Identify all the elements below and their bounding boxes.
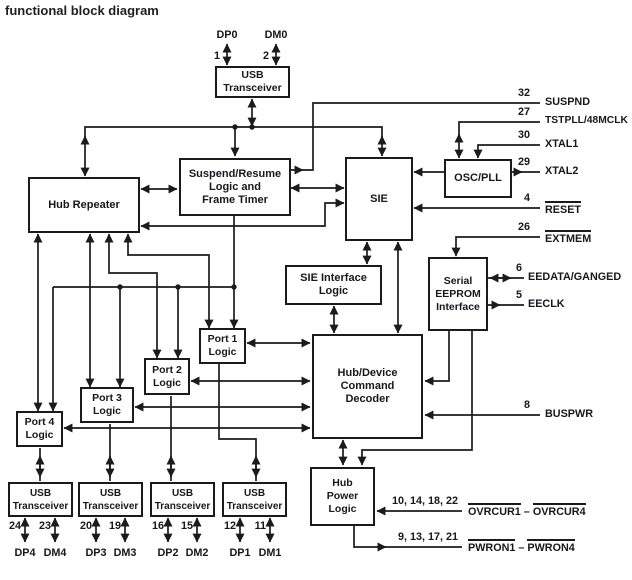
signal-label-buspwr: BUSPWR <box>545 408 593 420</box>
wire-extmem <box>451 236 540 257</box>
signal-label-xtal2: XTAL2 <box>545 165 579 177</box>
pin-number-buspwr: 8 <box>523 399 530 411</box>
pin-number-dp0: 1 <box>213 50 220 62</box>
pin-number-dm1: 11 <box>254 520 266 532</box>
pin-number-dm0: 2 <box>262 50 269 62</box>
pin-number-dp2: 16 <box>151 520 164 532</box>
block-hub-device-command-decoder: Hub/Device Command Decoder <box>312 334 423 439</box>
pin-number-dm3: 19 <box>108 520 121 532</box>
pin-number-suspnd: 32 <box>517 87 530 99</box>
signal-label-reset: RESET <box>545 201 581 216</box>
block-port3-logic: Port 3 Logic <box>80 387 134 423</box>
block-suspend-resume: Suspend/Resume Logic and Frame Timer <box>179 158 291 216</box>
block-osc-pll: OSC/PLL <box>444 159 512 198</box>
wire-eeprom-commanddecoder <box>424 331 450 386</box>
block-port4-logic: Port 4 Logic <box>16 411 63 447</box>
signal-label-eeclk: EECLK <box>528 298 565 310</box>
wire-eeprom-hubpower <box>357 331 473 466</box>
pin-number-eeclk: 5 <box>515 289 522 301</box>
junction-dots <box>117 124 255 290</box>
block-hub-repeater: Hub Repeater <box>28 177 140 233</box>
wire-hubrepeater-port1 <box>123 233 214 329</box>
signal-label-dm2: DM2 <box>185 547 209 559</box>
pin-numbers-ovrcur: 10, 14, 18, 22 <box>391 495 458 507</box>
signal-label-extmem: EXTMEM <box>545 230 592 245</box>
block-usb-transceiver-upstream: USB Transceiver <box>215 66 290 98</box>
pin-number-reset: 4 <box>523 192 530 204</box>
signal-label-dp3: DP3 <box>85 547 107 559</box>
block-hub-power-logic: Hub Power Logic <box>310 467 375 526</box>
signal-label-dp0: DP0 <box>216 29 238 41</box>
wire-tstpll <box>454 121 540 159</box>
pin-number-dp4: 24 <box>8 520 21 532</box>
pin-number-eedata: 6 <box>515 262 522 274</box>
block-port1-logic: Port 1 Logic <box>199 328 246 364</box>
signal-label-xtal1: XTAL1 <box>545 138 579 150</box>
pin-number-xtal2: 29 <box>517 156 530 168</box>
block-serial-eeprom-interface: Serial EEPROM Interface <box>428 257 488 331</box>
signal-label-dm3: DM3 <box>113 547 137 559</box>
pin-number-dm4: 23 <box>38 520 51 532</box>
signal-label-pwron: PWRON1– PWRON4 <box>468 539 575 554</box>
wire-hubrepeater-port2 <box>104 233 162 359</box>
signal-label-tstpll-48mclk: TSTPLL/48MCLK <box>545 115 628 126</box>
block-usb-transceiver-port1: USB Transceiver <box>222 482 287 517</box>
wires <box>20 43 540 552</box>
wire-hubrepeater-sie <box>140 198 345 231</box>
pin-number-xtal1: 30 <box>517 129 530 141</box>
block-sie-interface-logic: SIE Interface Logic <box>285 265 382 305</box>
signal-label-dm0: DM0 <box>264 29 288 41</box>
signal-label-suspnd: SUSPND <box>545 96 590 108</box>
pin-number-dp3: 20 <box>79 520 92 532</box>
block-sie: SIE <box>345 157 413 241</box>
block-usb-transceiver-port2: USB Transceiver <box>150 482 215 517</box>
block-usb-transceiver-port4: USB Transceiver <box>8 482 73 517</box>
block-port2-logic: Port 2 Logic <box>144 358 190 395</box>
signal-label-ovrcur: OVRCUR1– OVRCUR4 <box>468 503 586 518</box>
pin-number-dp1: 12 <box>223 520 236 532</box>
diagram-title: functional block diagram <box>5 3 159 18</box>
signal-label-dm4: DM4 <box>43 547 67 559</box>
signal-label-dp4: DP4 <box>14 547 36 559</box>
pin-number-extmem: 26 <box>517 221 530 233</box>
wire-pwron <box>353 526 462 548</box>
pin-numbers-pwron: 9, 13, 17, 21 <box>397 531 458 543</box>
signal-label-dp2: DP2 <box>157 547 179 559</box>
signal-label-eedata-ganged: EEDATA/GANGED <box>528 271 622 283</box>
signal-label-dp1: DP1 <box>229 547 251 559</box>
signal-label-dm1: DM1 <box>258 547 282 559</box>
block-usb-transceiver-port3: USB Transceiver <box>78 482 143 517</box>
pin-number-dm2: 15 <box>180 520 193 532</box>
pin-number-tstpll: 27 <box>517 106 530 118</box>
wire-xtal1 <box>473 144 540 159</box>
